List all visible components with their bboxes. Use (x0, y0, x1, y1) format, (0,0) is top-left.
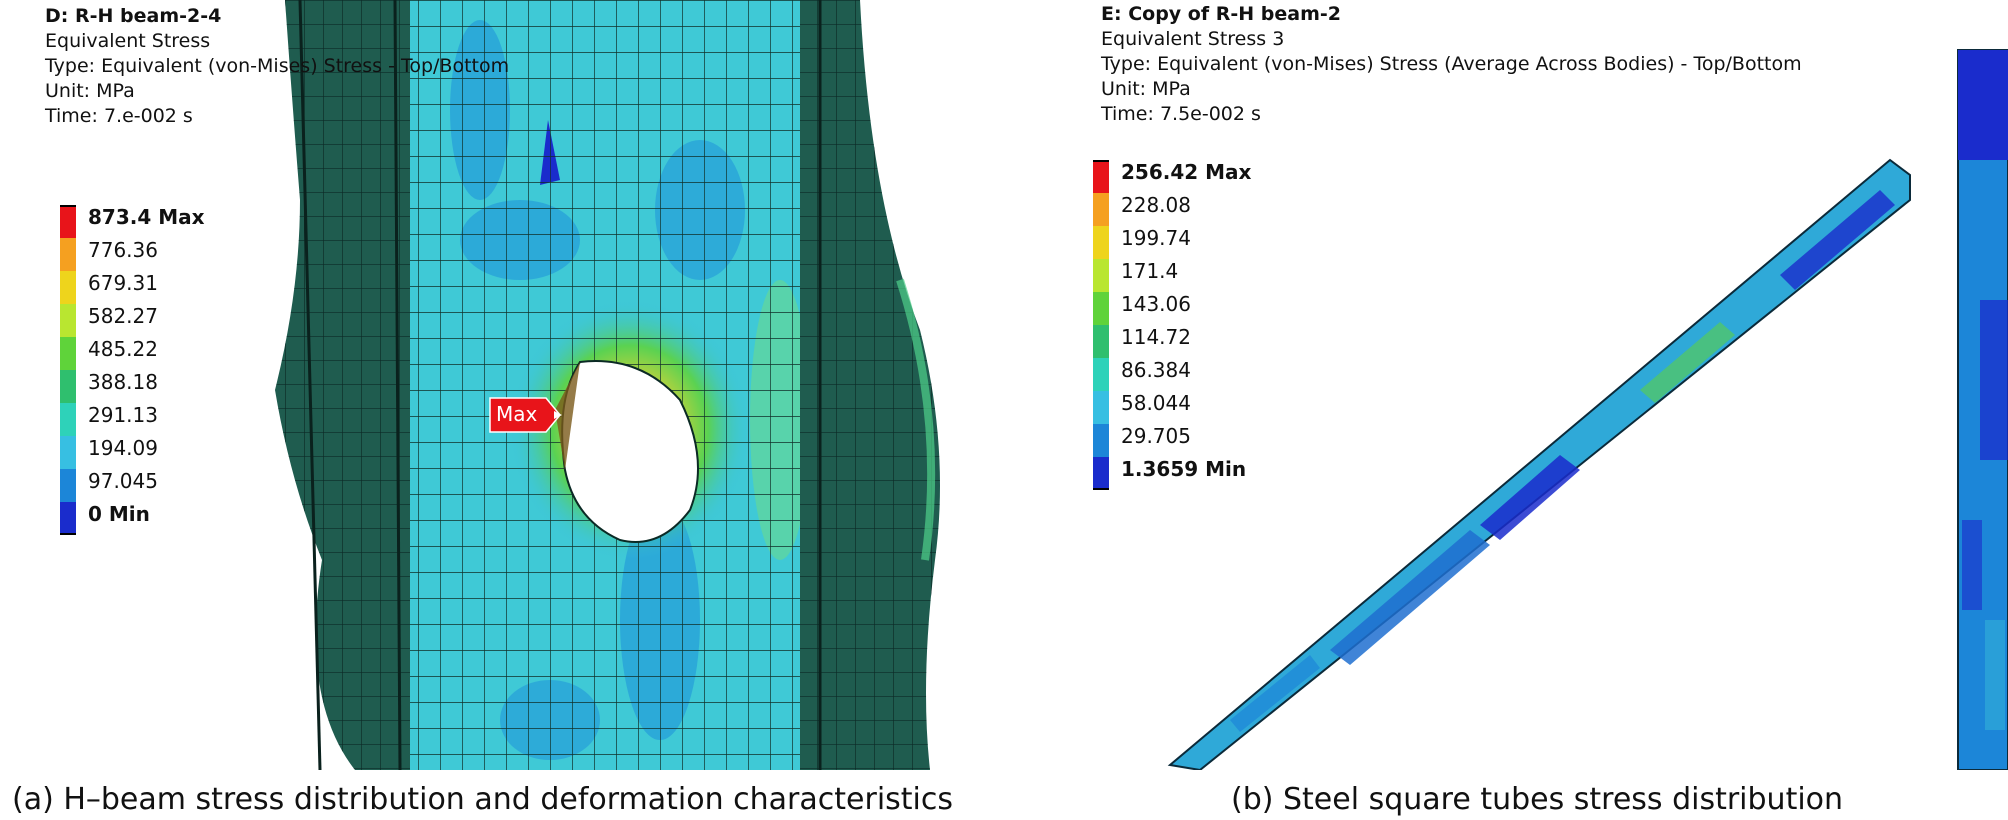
legend-top-edge (1093, 160, 1109, 162)
legend-label: 171.4 (1121, 259, 1179, 283)
caption-a: (a) H–beam stress distribution and defor… (12, 782, 954, 817)
legend-label: 679.31 (88, 271, 158, 295)
panel-a-type: Type: Equivalent (von-Mises) Stress - To… (45, 55, 510, 78)
hbeam-stress-contour (275, 0, 940, 770)
legend-swatch (1093, 160, 1109, 193)
legend-swatch (1093, 226, 1109, 259)
legend-label: 873.4 Max (88, 205, 205, 229)
legend-label: 485.22 (88, 337, 158, 361)
legend-swatch (1093, 391, 1109, 424)
legend-label: 256.42 Max (1121, 160, 1252, 184)
panel-b-result-name: Equivalent Stress 3 (1101, 28, 1285, 51)
right-flange (800, 0, 940, 770)
legend-label: 29.705 (1121, 424, 1191, 448)
web-plate (410, 0, 810, 770)
legend-label: 776.36 (88, 238, 158, 262)
legend-label: 199.74 (1121, 226, 1191, 250)
diagonal-tube (1167, 158, 1911, 770)
legend-label: 291.13 (88, 403, 158, 427)
legend-top-edge (60, 205, 76, 207)
legend-swatch (1093, 457, 1109, 490)
legend-swatch (1093, 424, 1109, 457)
legend-swatch (60, 205, 76, 238)
legend-swatch (60, 436, 76, 469)
caption-b: (b) Steel square tubes stress distributi… (1231, 782, 1844, 817)
panel-a-result-name: Equivalent Stress (45, 30, 211, 53)
legend-label: 388.18 (88, 370, 158, 394)
legend-label: 582.27 (88, 304, 158, 328)
panel-a-info: D: R-H beam-2-4 Equivalent Stress Type: … (45, 4, 509, 129)
legend-swatch (1093, 325, 1109, 358)
panel-b-info: E: Copy of R-H beam-2 Equivalent Stress … (1101, 2, 1802, 127)
max-probe-tag: Max (488, 396, 568, 438)
legend-swatch (60, 271, 76, 304)
legend-swatch (1093, 193, 1109, 226)
panel-a-hbeam: D: R-H beam-2-4 Equivalent Stress Type: … (0, 0, 1000, 770)
legend-swatch (60, 469, 76, 502)
max-probe-label: Max (496, 402, 538, 426)
legend-label: 58.044 (1121, 391, 1191, 415)
tubes-stress-contour (1167, 49, 2008, 770)
legend-swatch (60, 502, 76, 535)
legend-swatch (1093, 259, 1109, 292)
left-flange (275, 0, 415, 770)
panel-b-title: E: Copy of R-H beam-2 (1101, 3, 1341, 25)
legend-swatch (60, 238, 76, 271)
legend-label: 86.384 (1121, 358, 1191, 382)
legend-swatch (60, 403, 76, 436)
legend-swatch (60, 304, 76, 337)
legend-label: 143.06 (1121, 292, 1191, 316)
legend-label: 194.09 (88, 436, 158, 460)
legend-label: 97.045 (88, 469, 158, 493)
vertical-tube (1957, 49, 2008, 770)
legend-swatch (1093, 292, 1109, 325)
legend-swatch (60, 370, 76, 403)
legend-label: 0 Min (88, 502, 150, 526)
legend-bottom-edge (1093, 488, 1109, 490)
max-probe-flag (489, 397, 562, 433)
legend-label: 114.72 (1121, 325, 1191, 349)
panel-b-type: Type: Equivalent (von-Mises) Stress (Ave… (1101, 53, 1802, 76)
legend-label: 1.3659 Min (1121, 457, 1247, 481)
legend-bottom-edge (60, 533, 76, 535)
legend-label: 228.08 (1121, 193, 1191, 217)
panel-b-unit: Unit: MPa (1101, 78, 1191, 101)
legend-swatch (1093, 358, 1109, 391)
panel-a-time: Time: 7.e-002 s (45, 105, 193, 128)
legend-swatch (60, 337, 76, 370)
panel-b-time: Time: 7.5e-002 s (1101, 103, 1261, 126)
panel-a-unit: Unit: MPa (45, 80, 135, 103)
panel-b-tubes: E: Copy of R-H beam-2 Equivalent Stress … (1080, 0, 2008, 770)
panel-a-title: D: R-H beam-2-4 (45, 5, 222, 27)
